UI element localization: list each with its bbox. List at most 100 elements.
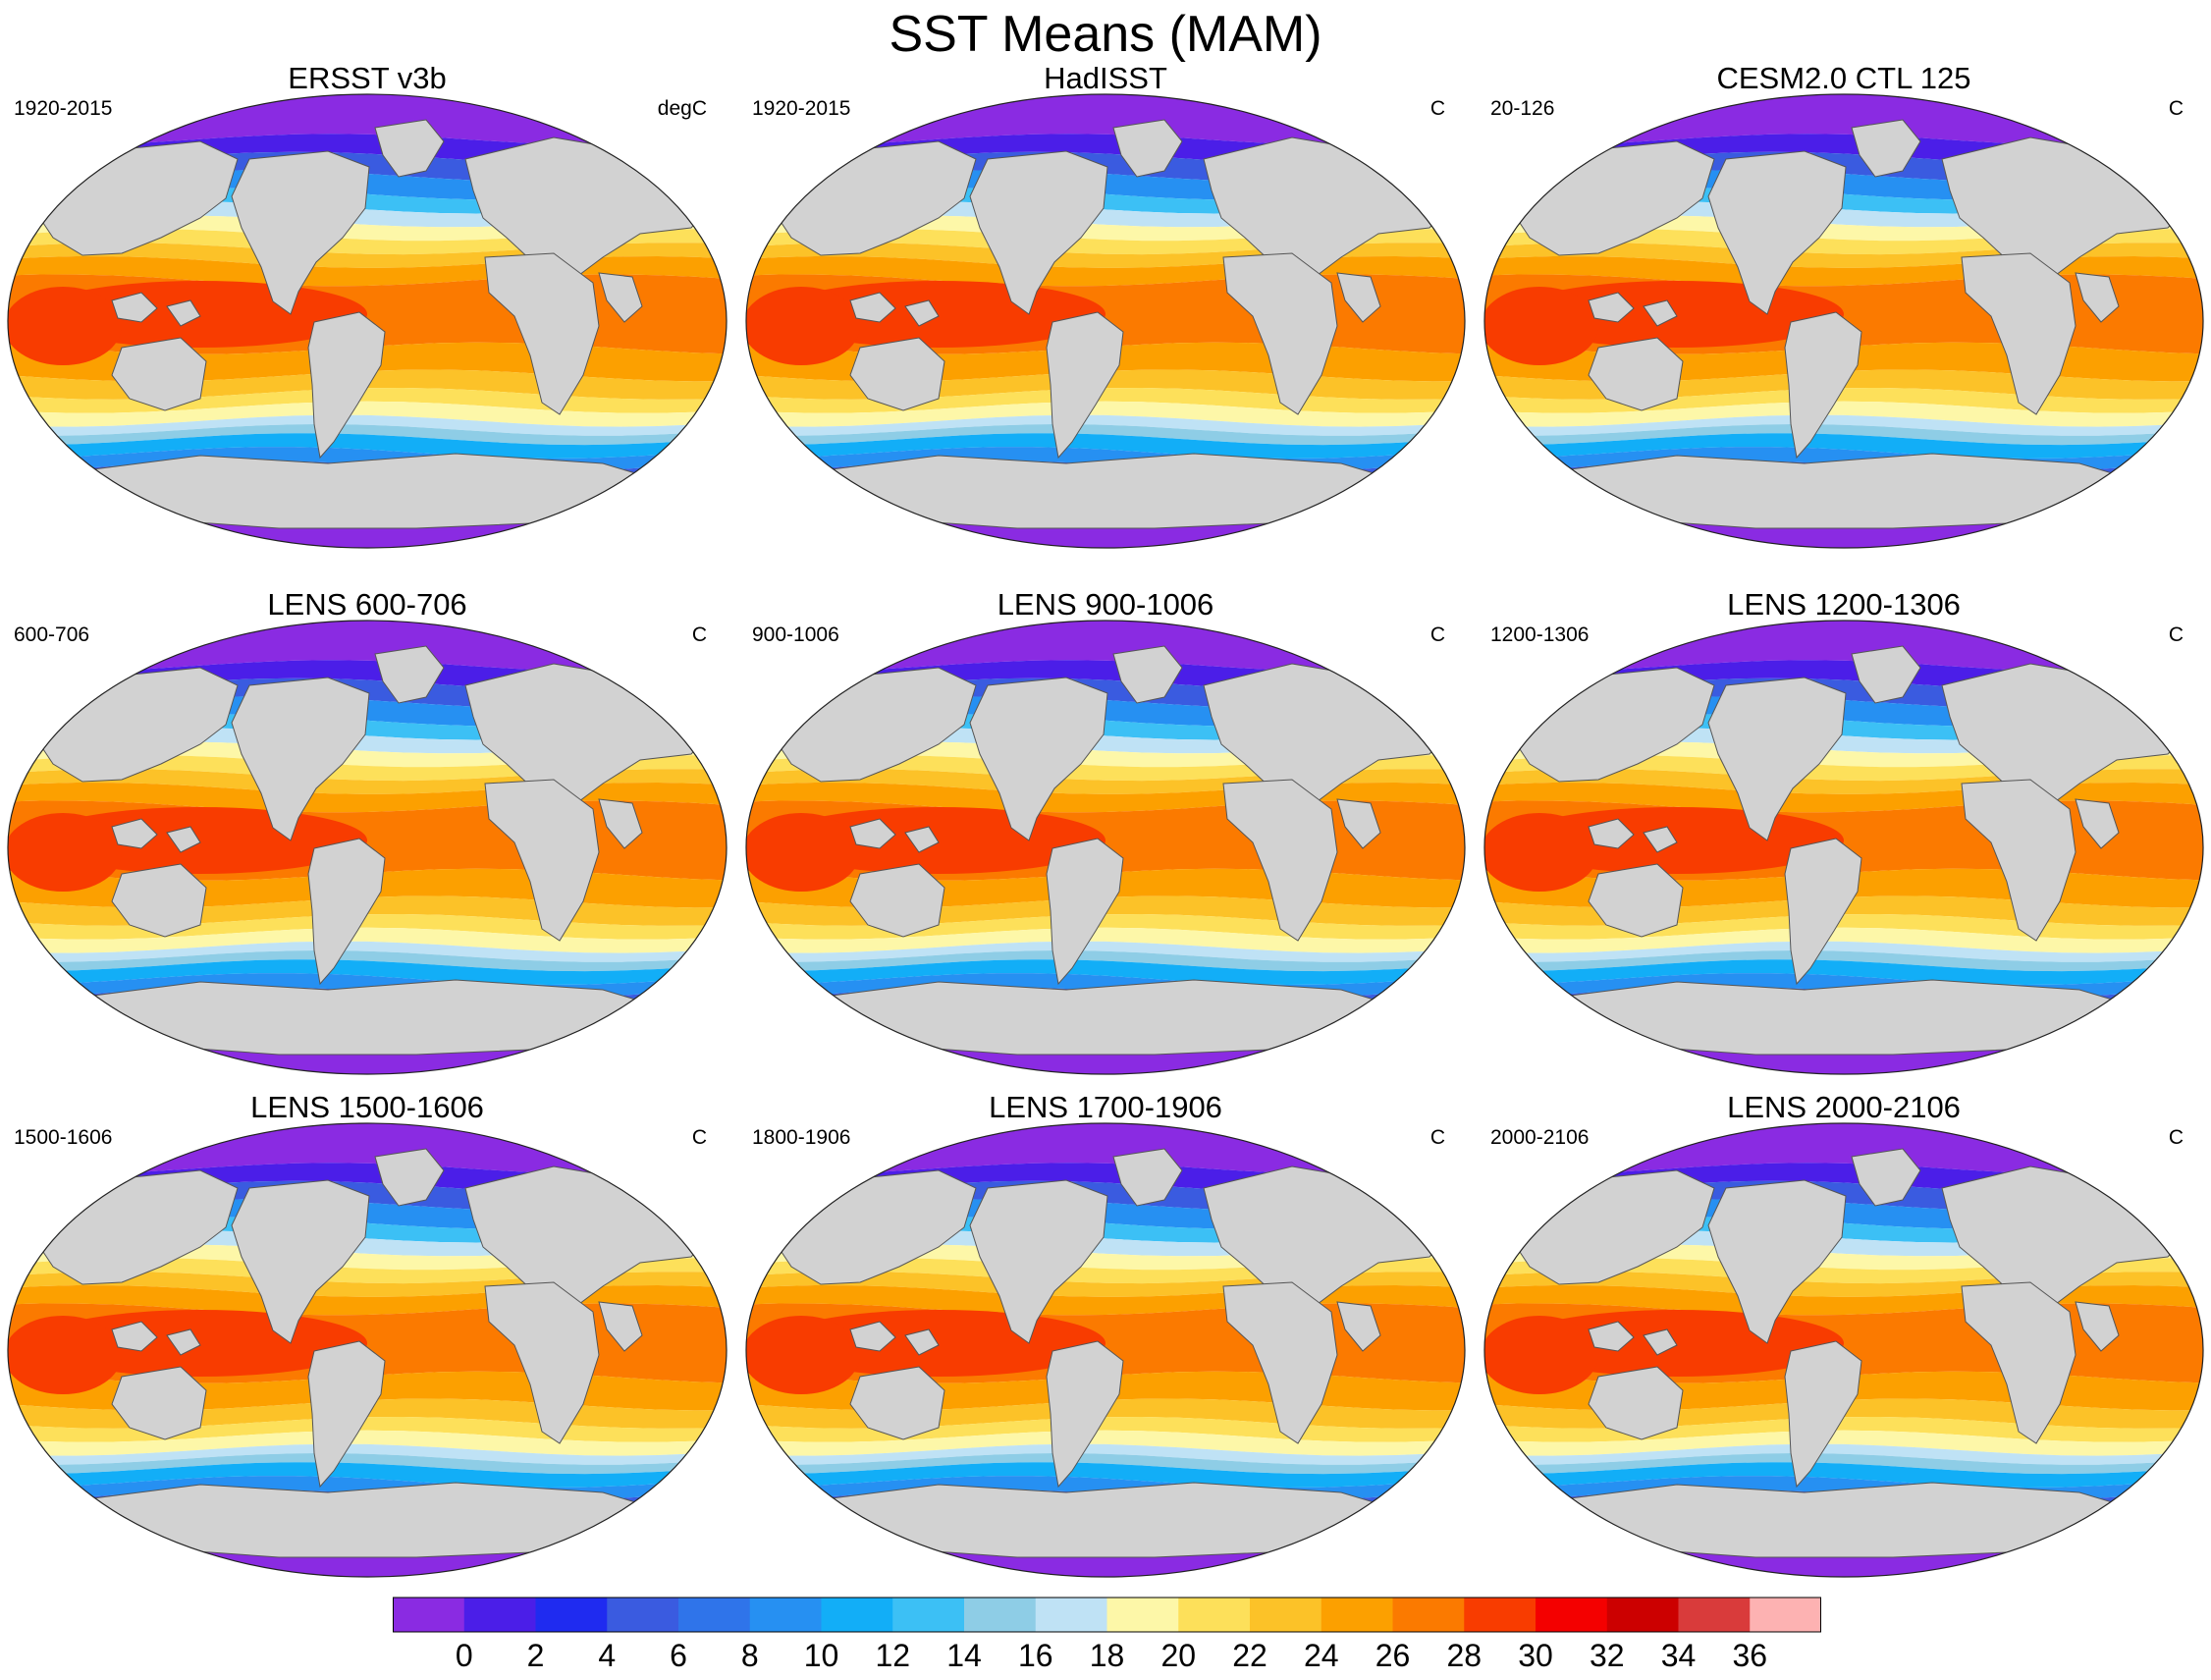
sst-contour-band <box>8 229 727 255</box>
sst-field <box>1484 94 2203 548</box>
land-mask <box>111 1321 158 1352</box>
land-mask <box>166 826 201 853</box>
sst-contour-band <box>746 1462 1465 1488</box>
colorbar-label: 10 <box>803 1638 839 1673</box>
land-mask <box>1707 150 1847 315</box>
colorbar-swatch <box>1464 1598 1537 1632</box>
sst-contour-band <box>746 1452 1465 1475</box>
colorbar-label: 26 <box>1375 1638 1411 1673</box>
land-mask <box>374 645 445 704</box>
colorbar-label: 8 <box>740 1638 759 1673</box>
colorbar-label: 2 <box>526 1638 545 1673</box>
sst-contour-band <box>8 959 727 985</box>
sst-contour-band <box>8 941 727 962</box>
colorbar-label: 12 <box>875 1638 911 1673</box>
panel-title: LENS 600-706 <box>267 587 467 622</box>
colorbar-swatch <box>1606 1598 1679 1632</box>
sst-contour-band <box>8 1258 727 1284</box>
sst-contour-band <box>746 1258 1465 1284</box>
sst-map <box>7 93 728 549</box>
panel-units: C <box>2168 1126 2184 1149</box>
colorbar-swatch <box>1178 1598 1251 1632</box>
sst-contour-band <box>8 1430 727 1456</box>
colorbar-swatch <box>678 1598 751 1632</box>
sst-map <box>1483 1122 2204 1578</box>
map-outline <box>745 620 1466 1075</box>
land-mask <box>598 798 643 849</box>
land-mask <box>969 1179 1108 1344</box>
map-outline <box>1483 620 2204 1075</box>
sst-contour-band <box>1484 941 2203 962</box>
sst-warm-pool <box>8 1316 122 1394</box>
land-mask <box>231 1179 370 1344</box>
sst-contour-band <box>1484 433 2203 459</box>
sst-contour-band <box>746 755 1465 782</box>
panel-units: C <box>2168 623 2184 646</box>
land-mask <box>1588 337 1684 411</box>
map-outline <box>1483 1122 2204 1578</box>
sst-field <box>1484 1123 2203 1577</box>
sst-map <box>745 93 1466 549</box>
sst-contour-band <box>746 941 1465 962</box>
land-mask <box>904 826 940 853</box>
panel-title: LENS 1500-1606 <box>250 1090 484 1124</box>
sst-contour-band <box>1484 401 2203 427</box>
land-mask <box>231 150 370 315</box>
land-mask <box>969 150 1108 315</box>
land-mask <box>1538 1482 2160 1558</box>
sst-contour-band <box>746 433 1465 459</box>
land-mask <box>904 1328 940 1356</box>
colorbar-swatches <box>393 1597 1821 1633</box>
sst-contour-band <box>746 401 1465 427</box>
land-mask <box>62 1482 683 1558</box>
panel-title: HadISST <box>1044 61 1167 95</box>
panel-title: LENS 900-1006 <box>997 587 1214 622</box>
land-mask <box>1588 863 1684 938</box>
map-outline <box>7 1122 728 1578</box>
panel-years: 2000-2106 <box>1490 1126 1590 1149</box>
sst-field <box>746 621 1465 1074</box>
colorbar-swatch <box>1750 1598 1821 1632</box>
panel-years: 600-706 <box>14 623 90 646</box>
sst-map <box>7 1122 728 1578</box>
colorbar-swatch <box>749 1598 822 1632</box>
colorbar-label: 36 <box>1732 1638 1768 1673</box>
land-mask <box>1112 119 1183 178</box>
land-mask <box>1784 838 1862 986</box>
sst-contour-band <box>746 423 1465 446</box>
sst-map <box>7 620 728 1075</box>
panel-years: 1500-1606 <box>14 1126 113 1149</box>
land-mask <box>1538 453 2160 529</box>
colorbar-swatch <box>1321 1598 1393 1632</box>
map-outline <box>7 93 728 549</box>
sst-contour-band <box>1484 414 2203 436</box>
land-mask <box>111 863 207 938</box>
land-mask <box>1112 1148 1183 1207</box>
panel-units: C <box>691 1126 707 1149</box>
land-mask <box>800 453 1422 529</box>
panel-units: C <box>1429 97 1445 120</box>
sst-contour-band <box>1484 1452 2203 1475</box>
panel-title: ERSST v3b <box>288 61 447 95</box>
panel-years: 1920-2015 <box>752 97 851 120</box>
colorbar-label: 24 <box>1303 1638 1339 1673</box>
land-mask <box>849 818 896 849</box>
sst-contour-band <box>8 433 727 459</box>
land-mask <box>484 252 600 415</box>
land-mask <box>969 677 1108 841</box>
land-mask <box>849 292 896 323</box>
colorbar-swatch <box>393 1598 465 1632</box>
land-mask <box>166 1328 201 1356</box>
sst-contour-band <box>1484 1462 2203 1488</box>
sst-contour-band <box>1484 1430 2203 1456</box>
colorbar-frame <box>393 1597 1821 1633</box>
sst-field <box>746 1123 1465 1577</box>
panel-years: 20-126 <box>1490 97 1555 120</box>
panel-units: degC <box>657 97 707 120</box>
panel-years: 1800-1906 <box>752 1126 851 1149</box>
colorbar-label: 0 <box>455 1638 473 1673</box>
colorbar-label: 14 <box>946 1638 982 1673</box>
colorbar-label: 34 <box>1660 1638 1697 1673</box>
colorbar-swatch <box>1106 1598 1179 1632</box>
land-mask <box>849 1366 945 1440</box>
